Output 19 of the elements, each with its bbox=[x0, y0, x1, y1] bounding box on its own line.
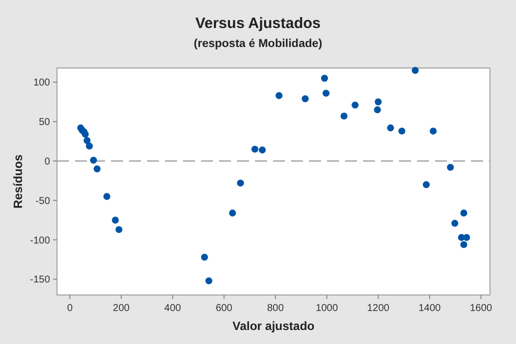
x-tick-label: 1400 bbox=[418, 303, 442, 314]
x-axis-title: Valor ajustado bbox=[232, 319, 315, 333]
x-tick-label: 1200 bbox=[367, 303, 390, 314]
y-tick-label: 50 bbox=[38, 117, 50, 128]
x-tick-label: 1000 bbox=[316, 303, 338, 314]
x-tick-label: 0 bbox=[67, 303, 74, 314]
y-tick-label: -150 bbox=[30, 274, 50, 286]
x-tick-label: 1600 bbox=[470, 303, 493, 314]
chart-subtitle: (resposta é Mobilidade) bbox=[194, 38, 322, 50]
y-tick-label: 100 bbox=[33, 78, 50, 89]
x-tick-label: 600 bbox=[216, 303, 233, 314]
x-tick-label: 800 bbox=[267, 303, 284, 314]
y-axis-title: Resíduos bbox=[11, 154, 25, 209]
y-tick-label: -100 bbox=[30, 235, 50, 246]
y-tick-label: -50 bbox=[36, 196, 50, 207]
chart-title: Versus Ajustados bbox=[195, 15, 321, 32]
y-tick-label: 0 bbox=[44, 156, 50, 168]
x-tick-label: 200 bbox=[112, 303, 130, 314]
x-tick-label: 400 bbox=[164, 303, 182, 314]
